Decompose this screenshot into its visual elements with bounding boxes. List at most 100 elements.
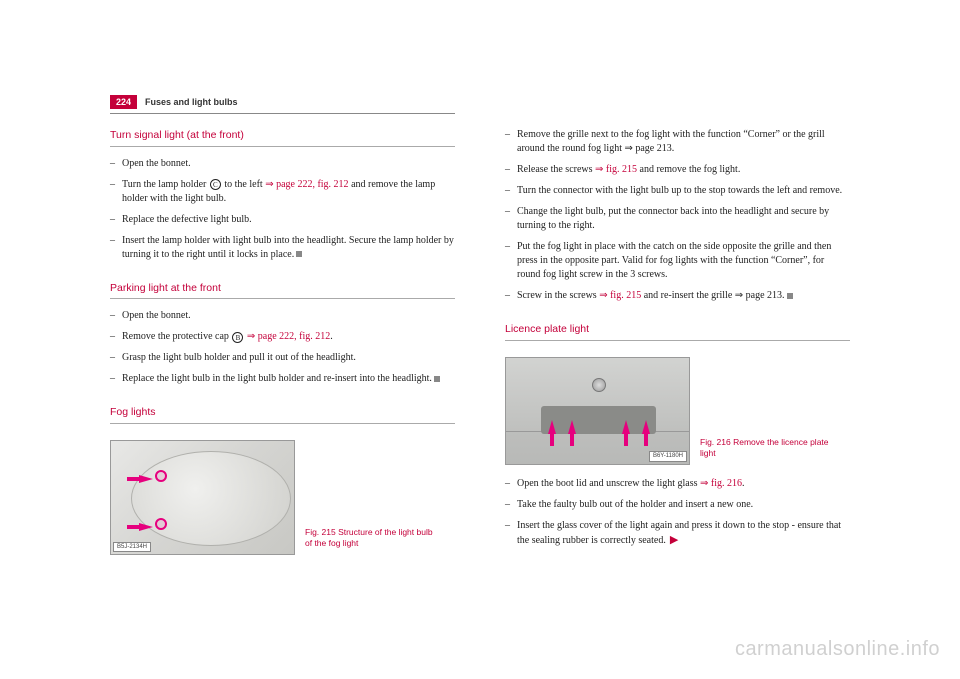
list-item: – Insert the lamp holder with light bulb… <box>110 234 455 262</box>
bullet-text: Replace the defective light bulb. <box>122 213 455 227</box>
page-header: 224 Fuses and light bulbs <box>110 95 850 109</box>
list-item: – Turn the connector with the light bulb… <box>505 184 850 198</box>
cross-ref: ⇒ page 222, fig. 212 <box>265 179 348 190</box>
bullet-text: Open the boot lid and unscrew the light … <box>517 477 850 491</box>
list-item: – Turn the lamp holder C to the left ⇒ p… <box>110 178 455 206</box>
list-item: – Grasp the light bulb holder and pull i… <box>110 351 455 365</box>
dash-icon: – <box>110 234 122 262</box>
figure-215-caption: Fig. 215 Structure of the light bulb of … <box>305 527 435 555</box>
right-column: – Remove the grille next to the fog ligh… <box>505 128 850 567</box>
list-item: – Open the boot lid and unscrew the ligh… <box>505 477 850 491</box>
bullet-text: Turn the lamp holder C to the left ⇒ pag… <box>122 178 455 206</box>
bullet-text: Remove the grille next to the fog light … <box>517 128 850 156</box>
figure-215-image: B5J-2134H <box>110 440 295 555</box>
text: Insert the lamp holder with light bulb i… <box>122 235 454 260</box>
list-item: – Take the faulty bulb out of the holder… <box>505 498 850 512</box>
section-rule <box>110 298 455 299</box>
arrow-up-icon <box>548 420 556 434</box>
bullet-text: Remove the protective cap B ⇒ page 222, … <box>122 330 455 344</box>
bullet-text: Insert the lamp holder with light bulb i… <box>122 234 455 262</box>
list-item: – Remove the protective cap B ⇒ page 222… <box>110 330 455 344</box>
dash-icon: – <box>110 351 122 365</box>
text: . <box>742 478 745 489</box>
dash-icon: – <box>505 519 517 548</box>
figure-code: B6Y-1180H <box>649 451 687 461</box>
dash-icon: – <box>110 157 122 171</box>
columns: Turn signal light (at the front) – Open … <box>110 128 850 567</box>
end-square-icon <box>434 376 440 382</box>
bullet-text: Screw in the screws ⇒ fig. 215 and re-in… <box>517 289 850 303</box>
page-number: 224 <box>110 95 137 109</box>
cross-ref: ⇒ page 222, fig. 212 <box>247 331 330 342</box>
dash-icon: – <box>505 163 517 177</box>
list-item: – Remove the grille next to the fog ligh… <box>505 128 850 156</box>
end-square-icon <box>787 293 793 299</box>
figure-216-caption: Fig. 216 Remove the licence plate light <box>700 437 830 465</box>
section-rule <box>505 340 850 341</box>
bullet-text: Replace the light bulb in the light bulb… <box>122 372 455 386</box>
marker-b-icon: B <box>232 332 243 343</box>
watermark: carmanualsonline.info <box>735 638 940 661</box>
screw-marker-icon <box>155 518 167 530</box>
text: . <box>330 331 333 342</box>
dash-icon: – <box>110 213 122 227</box>
text: Remove the protective cap <box>122 331 231 342</box>
arrow-up-icon <box>568 420 576 434</box>
text: Insert the glass cover of the light agai… <box>517 520 841 546</box>
list-item: – Insert the glass cover of the light ag… <box>505 519 850 548</box>
text: Turn the lamp holder <box>122 179 209 190</box>
figure-code: B5J-2134H <box>113 542 151 552</box>
section-title-licence-plate: Licence plate light <box>505 322 850 337</box>
section-title-parking-light: Parking light at the front <box>110 281 455 296</box>
bullet-text: Take the faulty bulb out of the holder a… <box>517 498 850 512</box>
list-item: – Put the fog light in place with the ca… <box>505 240 850 282</box>
cross-ref: ⇒ fig. 216 <box>700 478 742 489</box>
cross-ref: ⇒ fig. 215 <box>599 290 641 301</box>
arrow-icon <box>139 523 153 531</box>
bullet-text: Insert the glass cover of the light agai… <box>517 519 850 548</box>
dash-icon: – <box>505 184 517 198</box>
header-title: Fuses and light bulbs <box>145 97 238 107</box>
page-content: 224 Fuses and light bulbs Turn signal li… <box>110 95 850 567</box>
marker-c-icon: C <box>210 179 221 190</box>
bullet-text: Turn the connector with the light bulb u… <box>517 184 850 198</box>
text: Release the screws <box>517 164 595 175</box>
list-item: – Screw in the screws ⇒ fig. 215 and re-… <box>505 289 850 303</box>
section-title-fog-lights: Fog lights <box>110 405 455 420</box>
header-rule <box>110 113 455 114</box>
screw-marker-icon <box>155 470 167 482</box>
list-item: – Change the light bulb, put the connect… <box>505 205 850 233</box>
text: Screw in the screws <box>517 290 599 301</box>
dash-icon: – <box>505 498 517 512</box>
text: to the left <box>222 179 265 190</box>
text: Replace the light bulb in the light bulb… <box>122 373 432 384</box>
bullet-text: Open the bonnet. <box>122 309 455 323</box>
dash-icon: – <box>505 477 517 491</box>
dash-icon: – <box>110 178 122 206</box>
text: Open the boot lid and unscrew the light … <box>517 478 700 489</box>
bullet-text: Put the fog light in place with the catc… <box>517 240 850 282</box>
list-item: – Replace the defective light bulb. <box>110 213 455 227</box>
bullet-text: Release the screws ⇒ fig. 215 and remove… <box>517 163 850 177</box>
continue-arrow-icon: ▶ <box>670 533 678 548</box>
list-item: – Release the screws ⇒ fig. 215 and remo… <box>505 163 850 177</box>
list-item: – Open the bonnet. <box>110 157 455 171</box>
figure-216: B6Y-1180H Fig. 216 Remove the licence pl… <box>505 357 850 465</box>
dash-icon: – <box>110 309 122 323</box>
arrow-up-icon <box>622 420 630 434</box>
list-item: – Open the bonnet. <box>110 309 455 323</box>
arrow-up-icon <box>642 420 650 434</box>
dash-icon: – <box>110 330 122 344</box>
section-title-turn-signal: Turn signal light (at the front) <box>110 128 455 143</box>
text: and remove the fog light. <box>637 164 740 175</box>
bullet-text: Change the light bulb, put the connector… <box>517 205 850 233</box>
dash-icon: – <box>505 205 517 233</box>
badge-icon <box>592 378 606 392</box>
section-rule <box>110 146 455 147</box>
section-rule <box>110 423 455 424</box>
left-column: Turn signal light (at the front) – Open … <box>110 128 455 567</box>
dash-icon: – <box>505 240 517 282</box>
bullet-text: Grasp the light bulb holder and pull it … <box>122 351 455 365</box>
arrow-icon <box>139 475 153 483</box>
end-square-icon <box>296 251 302 257</box>
